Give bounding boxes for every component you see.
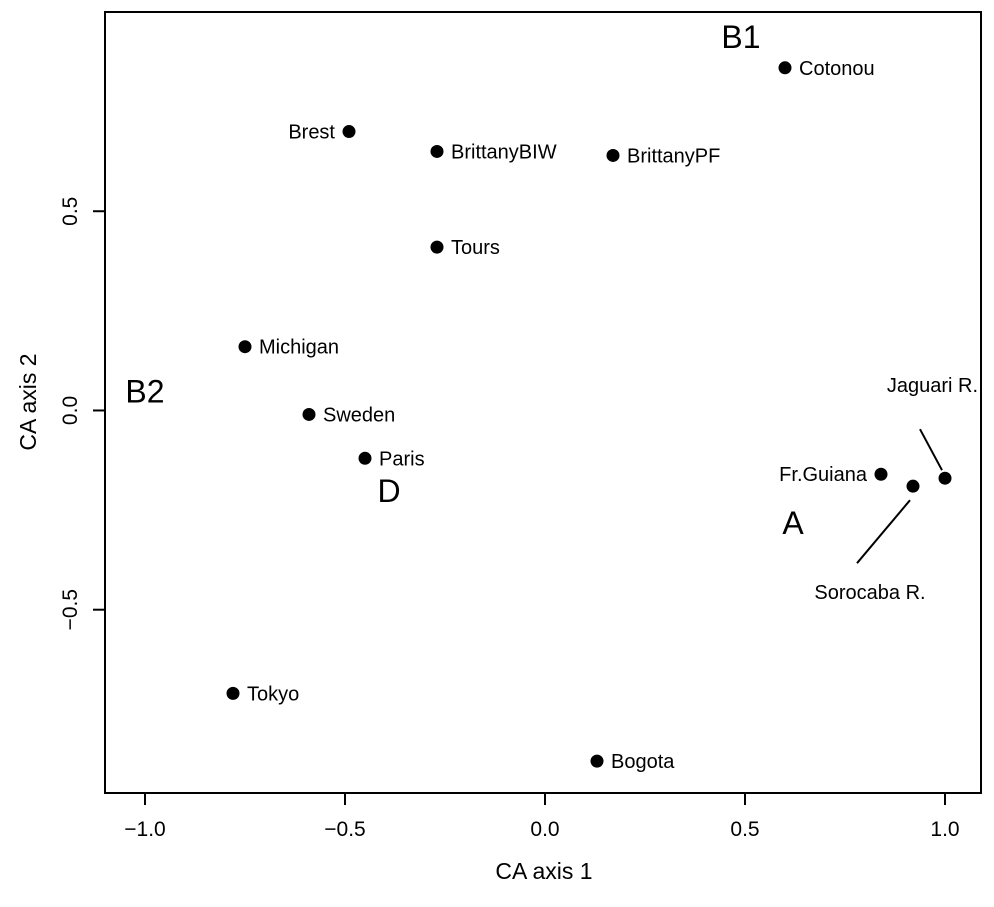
point-label: BrittanyPF xyxy=(627,145,720,167)
x-tick-label: 1.0 xyxy=(930,818,959,841)
group-label: B2 xyxy=(125,374,164,410)
data-point xyxy=(430,144,444,158)
y-tick-label: −0.5 xyxy=(59,589,82,630)
data-point xyxy=(590,754,604,768)
data-point xyxy=(226,686,240,700)
point-label: Paris xyxy=(379,448,425,470)
y-axis: −0.5 0.0 0.5 xyxy=(59,197,105,630)
data-point xyxy=(358,451,372,465)
group-label: A xyxy=(782,505,804,541)
point-label: Bogota xyxy=(611,751,675,773)
x-tick-label: −1.0 xyxy=(124,818,165,841)
point-label: Brest xyxy=(288,122,335,144)
data-point xyxy=(302,407,316,421)
data-point xyxy=(342,125,356,139)
x-axis: −1.0 −0.5 0.0 0.5 1.0 xyxy=(124,793,960,841)
point-label: Michigan xyxy=(259,337,339,359)
point-label: Tokyo xyxy=(247,683,299,705)
y-tick-label: 0.0 xyxy=(59,396,82,425)
group-labels: B1 B2 D A xyxy=(125,19,804,541)
point-label: Sorocaba R. xyxy=(814,582,925,604)
data-point xyxy=(430,240,444,254)
data-point xyxy=(874,467,888,481)
data-point xyxy=(606,148,620,162)
y-axis-title: CA axis 2 xyxy=(15,353,41,450)
x-tick-label: −0.5 xyxy=(324,818,365,841)
callout-line xyxy=(856,499,911,564)
callout-line xyxy=(919,428,943,471)
x-tick-label: 0.5 xyxy=(730,818,759,841)
plot-frame xyxy=(104,11,982,794)
group-label: B1 xyxy=(721,19,760,55)
y-tick-label: 0.5 xyxy=(59,197,82,226)
point-label: Fr.Guiana xyxy=(779,464,868,486)
data-point xyxy=(238,340,252,354)
group-label: D xyxy=(377,473,400,509)
data-point xyxy=(778,61,792,75)
data-point xyxy=(906,479,920,493)
point-label: Jaguari R. xyxy=(887,375,978,397)
data-points: Cotonou Brest BrittanyBIW BrittanyPF Tours Mi… xyxy=(226,58,978,773)
x-tick-label: 0.0 xyxy=(530,818,559,841)
point-label: Sweden xyxy=(323,404,395,426)
x-axis-title: CA axis 1 xyxy=(495,858,592,884)
point-label: Cotonou xyxy=(799,58,875,80)
point-label: Tours xyxy=(451,237,500,259)
point-label: BrittanyBIW xyxy=(451,141,557,163)
data-point xyxy=(938,471,952,485)
